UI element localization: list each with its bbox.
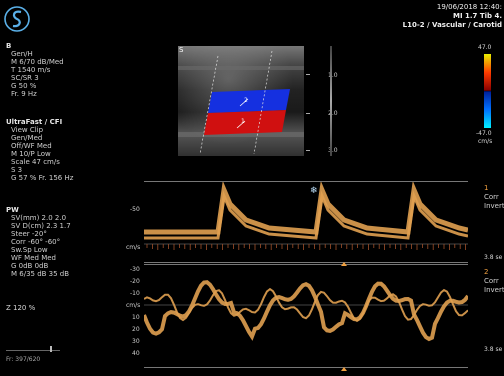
colorbar-top-label: 47.0 [478,44,492,51]
pw-param: M 6/35 dB 35 dB [11,270,70,278]
cfi-param: Gen/Med [11,134,43,142]
bmode-param: G 50 % [11,82,37,90]
cfi-param: G 57 % Fr. 156 Hz [11,174,74,182]
pw-param: SV(mm) 2.0 2.0 [11,214,67,222]
doppler1-unit: cm/s [126,244,141,251]
bmode-param: Gen/H [11,50,33,58]
svg-text:S: S [179,46,184,54]
depth-label: 3.0 [328,147,338,154]
depth-label: 1.0 [328,72,338,79]
doppler2-upper-trace [144,287,468,323]
doppler2-time: 3.8 se [484,346,503,353]
cfi-params: UltraFast / CFI View Clip Gen/Med Off/WF… [6,118,73,182]
doppler2-gate: 2 Corr Invert [484,268,504,294]
doppler1-corr: Corr [484,193,499,201]
pw-param: SV D(cm) 2.3 1.7 [11,222,71,230]
doppler2-scale: -30 -20 -10 cm/s 10 20 30 40 [126,266,141,357]
header-info: 19/06/2018 12:40: MI 1.7 Tib 4. L10-2 / … [403,3,502,30]
bmode-params: B Gen/H M 6/70 dB/Med T 1540 m/s SC/SR 3… [6,42,64,98]
cfi-param: M 10/P Low [11,150,51,158]
bmode-param: SC/SR 3 [11,74,39,82]
doppler2-invert: Invert [484,286,504,294]
colorbar-unit: cm/s [478,138,493,145]
svg-text:1: 1 [241,118,245,125]
mi-tib: MI 1.7 Tib 4. [453,12,502,20]
bmode-title: B [6,42,12,50]
frame-scrubber[interactable] [6,350,60,351]
doppler1-invert: Invert [484,202,504,210]
cfi-param: Off/WF Med [11,142,52,150]
probe-preset: L10-2 / Vascular / Carotid [402,21,502,29]
depth-label: 2.0 [328,110,338,117]
color-flow-overlay: 2 1 S [178,46,304,156]
frame-scrubber-handle[interactable] [50,346,52,352]
colorbar-bottom-label: -47.0 [476,130,492,137]
svg-text:2: 2 [244,97,248,104]
doppler1-envelope [144,182,468,235]
depth-scale: 1.0 2.0 3.0 [306,46,338,156]
zoom-label: Z 120 % [6,304,36,312]
doppler-spectrum-1[interactable] [144,181,468,263]
cfi-param: View Clip [11,126,44,134]
time-marker-1[interactable] [341,262,347,266]
frame-counter: Fr: 397/620 [6,356,41,363]
doppler1-time: 3.8 se [484,254,503,261]
doppler-spectrum-2[interactable] [144,264,468,368]
doppler2-corr: Corr [484,277,499,285]
cfi-title: UltraFast / CFI [6,118,63,126]
bmode-param: M 6/70 dB/Med [11,58,64,66]
cfi-param: S 3 [11,166,23,174]
depth-bar [330,46,332,156]
cfi-param: Scale 47 cm/s [11,158,60,166]
doppler1-gate: 1 Corr Invert [484,184,504,210]
datetime: 19/06/2018 12:40: [436,3,502,11]
doppler1-scale-label: -50 [130,206,140,213]
time-marker-2[interactable] [341,367,347,371]
pw-param: Steer -20° [11,230,47,238]
pw-param: Sw.Sp Low [11,246,48,254]
doppler1-fill [144,190,468,240]
logo [4,5,30,33]
color-scale-bar [484,54,491,128]
pw-params: PW SV(mm) 2.0 2.0 SV D(cm) 2.3 1.7 Steer… [6,206,71,278]
bmode-param: T 1540 m/s [11,66,51,74]
pw-param: G 0dB 0dB [11,262,49,270]
pw-param: Corr -60° -60° [11,238,61,246]
pw-title: PW [6,206,19,214]
pw-param: WF Med Med [11,254,56,262]
freeze-icon[interactable]: ❄ [310,186,318,196]
doppler2-envelope [144,280,468,342]
bmode-param: Fr. 9 Hz [11,90,37,98]
